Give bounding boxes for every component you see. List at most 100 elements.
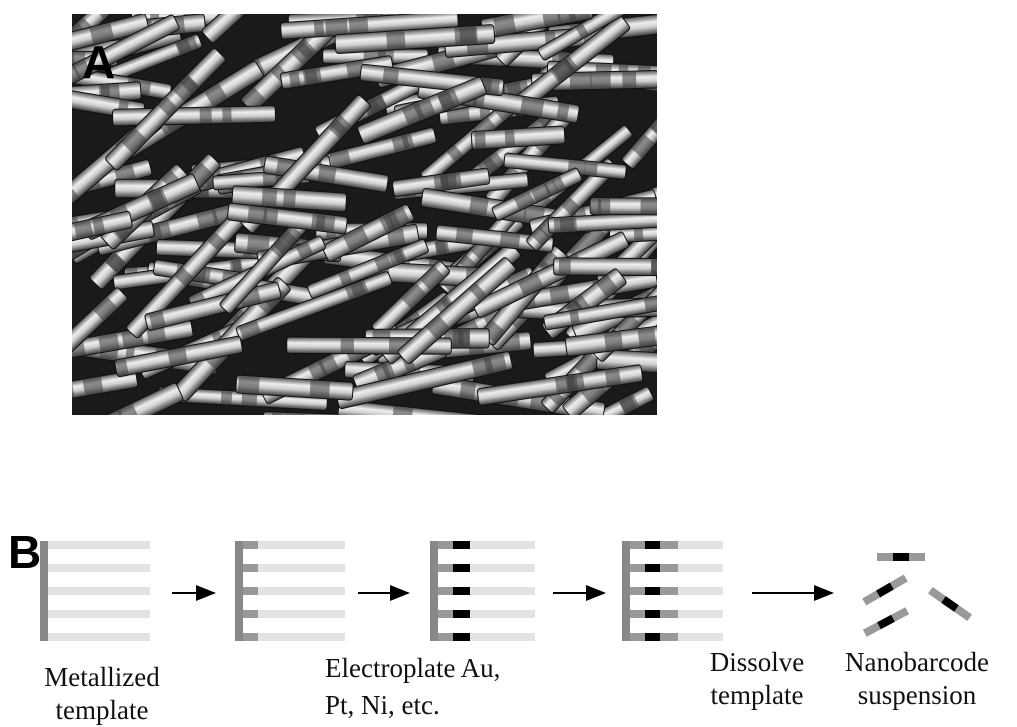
rod-segment bbox=[48, 88, 62, 105]
rod-segment bbox=[454, 27, 476, 45]
segment bbox=[243, 610, 258, 618]
rod-segment bbox=[493, 15, 516, 36]
pore bbox=[243, 564, 345, 572]
segment bbox=[877, 615, 895, 630]
rod-segment bbox=[317, 165, 336, 183]
rod-segment bbox=[542, 6, 562, 26]
pore bbox=[243, 587, 345, 595]
electrode bbox=[430, 541, 438, 641]
segment bbox=[438, 587, 453, 595]
rod-segment bbox=[604, 332, 623, 351]
rod-segment bbox=[200, 108, 212, 123]
segment bbox=[243, 564, 258, 572]
caption: Electroplate Au, bbox=[325, 653, 500, 683]
rod-segment bbox=[453, 330, 470, 348]
rod-segment bbox=[314, 21, 324, 36]
segment bbox=[630, 564, 645, 572]
caption: template bbox=[56, 695, 149, 725]
segment bbox=[438, 541, 453, 549]
segment bbox=[630, 633, 645, 641]
rod-segment bbox=[598, 199, 610, 214]
rod-segment bbox=[54, 53, 69, 73]
segment bbox=[453, 541, 470, 549]
panel-label: B bbox=[8, 526, 41, 578]
rod-segment bbox=[696, 356, 707, 375]
rod-segment bbox=[310, 381, 330, 398]
pore bbox=[243, 633, 345, 641]
rod-segment bbox=[685, 269, 702, 289]
rod-segment bbox=[651, 259, 671, 274]
segment bbox=[438, 633, 453, 641]
rod-segment bbox=[568, 420, 589, 440]
rod-segment bbox=[392, 407, 413, 425]
segment bbox=[453, 610, 470, 618]
nanorod bbox=[590, 198, 717, 215]
electrode bbox=[235, 541, 243, 641]
nanorod bbox=[112, 106, 275, 126]
rod-segment bbox=[659, 325, 678, 344]
rod-segment bbox=[554, 218, 575, 233]
rod-segment bbox=[222, 108, 231, 123]
rod-segment bbox=[584, 162, 598, 176]
rod-segment bbox=[341, 338, 354, 352]
rod-segment bbox=[221, 391, 232, 404]
rod-segment bbox=[97, 417, 112, 437]
segment bbox=[453, 564, 470, 572]
rod-segment bbox=[238, 376, 260, 393]
segment bbox=[243, 541, 258, 549]
rod-segment bbox=[22, 244, 35, 260]
rod-segment bbox=[567, 374, 585, 391]
segment bbox=[438, 564, 453, 572]
rod-segment bbox=[685, 211, 695, 225]
pore bbox=[48, 564, 150, 572]
rod-segment bbox=[469, 197, 489, 216]
caption: suspension bbox=[858, 680, 977, 710]
segment bbox=[630, 587, 645, 595]
segment bbox=[645, 587, 660, 595]
segment bbox=[660, 587, 678, 595]
rod-segment bbox=[283, 190, 296, 207]
rod-segment bbox=[634, 228, 644, 241]
rod-segment bbox=[349, 18, 369, 34]
figure: A B Metallized template Electroplate Au,… bbox=[0, 0, 1017, 727]
pore bbox=[48, 587, 150, 595]
pore bbox=[48, 633, 150, 641]
segment bbox=[660, 633, 678, 641]
rod-segment bbox=[325, 19, 348, 35]
rod-segment bbox=[465, 414, 483, 431]
electrode bbox=[40, 541, 48, 641]
rod-segment bbox=[709, 357, 724, 376]
rod-segment bbox=[625, 0, 644, 9]
rod-segment bbox=[638, 328, 657, 347]
rod-segment bbox=[505, 130, 515, 147]
caption: Nanobarcode bbox=[845, 647, 989, 677]
rod-segment bbox=[98, 333, 119, 351]
rod-segment bbox=[669, 93, 691, 116]
rod-body bbox=[112, 106, 275, 126]
rod-segment bbox=[549, 286, 570, 304]
rod-segment bbox=[247, 206, 267, 223]
rod-segment bbox=[720, 297, 730, 314]
panel-label: A bbox=[82, 36, 115, 88]
rod-segment bbox=[459, 381, 476, 399]
rod-segment bbox=[622, 72, 636, 88]
rod-segment bbox=[456, 228, 474, 243]
rod-segment bbox=[605, 369, 621, 386]
rod-segment bbox=[559, 259, 571, 274]
pore bbox=[48, 610, 150, 618]
rod-segment bbox=[683, 225, 698, 238]
segment bbox=[243, 633, 258, 641]
rod-segment bbox=[386, 31, 405, 49]
segment bbox=[645, 564, 660, 572]
rod-segment bbox=[8, 47, 20, 65]
segment bbox=[877, 553, 893, 561]
segment bbox=[660, 541, 678, 549]
pore bbox=[243, 541, 345, 549]
rod-segment bbox=[704, 224, 719, 237]
rod-segment bbox=[500, 232, 520, 248]
rod-segment bbox=[27, 52, 43, 65]
nanobarcode bbox=[863, 607, 909, 637]
caption: template bbox=[711, 680, 804, 710]
segment bbox=[645, 610, 660, 618]
segment bbox=[645, 541, 660, 549]
